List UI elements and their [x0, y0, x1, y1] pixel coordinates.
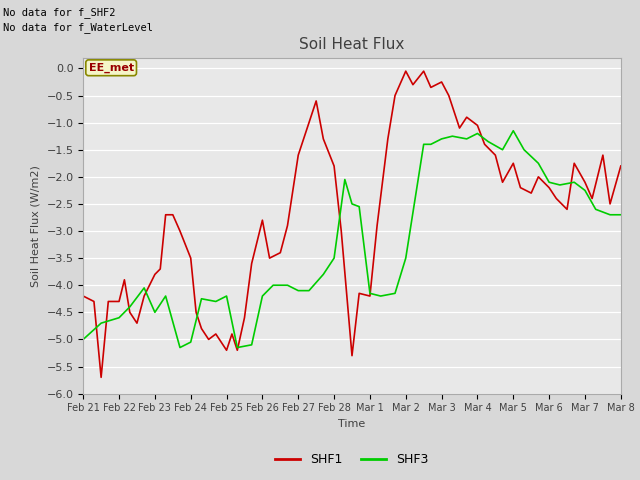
- X-axis label: Time: Time: [339, 419, 365, 429]
- Text: No data for f_WaterLevel: No data for f_WaterLevel: [3, 22, 153, 33]
- Legend: SHF1, SHF3: SHF1, SHF3: [270, 448, 434, 471]
- Title: Soil Heat Flux: Soil Heat Flux: [300, 37, 404, 52]
- Text: EE_met: EE_met: [88, 63, 134, 73]
- Y-axis label: Soil Heat Flux (W/m2): Soil Heat Flux (W/m2): [31, 165, 41, 287]
- Text: No data for f_SHF2: No data for f_SHF2: [3, 7, 116, 18]
